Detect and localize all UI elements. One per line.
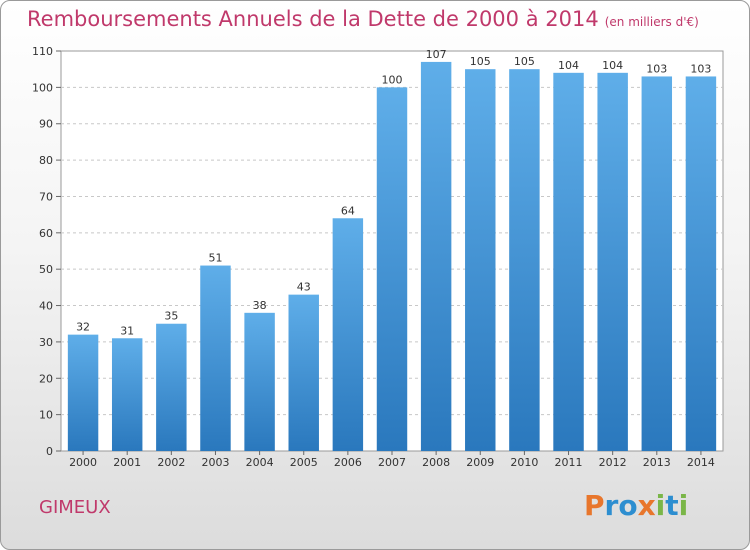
y-tick-label: 30 bbox=[39, 336, 53, 349]
bar bbox=[200, 265, 231, 451]
chart-subtitle: (en milliers d'€) bbox=[604, 15, 699, 29]
bar-value-label: 105 bbox=[470, 55, 491, 68]
bars: 32 31 35 51 38 43 64 100 107 105 105 104 104 103 103 bbox=[67, 48, 717, 452]
x-tick-label: 2012 bbox=[599, 456, 627, 469]
x-tick-label: 2014 bbox=[687, 456, 715, 469]
bar-value-label: 31 bbox=[120, 324, 134, 337]
y-tick-label: 80 bbox=[39, 154, 53, 167]
x-tick-label: 2013 bbox=[643, 456, 671, 469]
y-axis: 0 10 20 30 40 50 60 70 80 90 100 110 bbox=[32, 45, 61, 458]
x-tick-label: 2009 bbox=[466, 456, 494, 469]
bar-value-label: 104 bbox=[602, 59, 623, 72]
bar-value-label: 38 bbox=[253, 299, 267, 312]
x-tick-label: 2008 bbox=[422, 456, 450, 469]
x-tick-label: 2002 bbox=[157, 456, 185, 469]
bar bbox=[465, 69, 496, 451]
logo-letter: r bbox=[604, 489, 619, 522]
title-text: Remboursements Annuels de la Dette de 20… bbox=[27, 7, 599, 31]
bar-value-label: 100 bbox=[382, 73, 403, 86]
bar bbox=[597, 72, 628, 452]
logo-letter: o bbox=[618, 489, 638, 522]
bar bbox=[685, 76, 717, 452]
y-tick-label: 40 bbox=[39, 300, 53, 313]
bar-value-label: 64 bbox=[341, 204, 355, 217]
x-tick-label: 2006 bbox=[334, 456, 362, 469]
y-tick-label: 0 bbox=[46, 445, 53, 458]
bar-value-label: 32 bbox=[76, 321, 90, 334]
bar bbox=[376, 87, 408, 451]
y-tick-label: 70 bbox=[39, 190, 53, 203]
y-tick-label: 10 bbox=[39, 409, 53, 422]
y-tick-label: 110 bbox=[32, 45, 53, 58]
x-tick-label: 2011 bbox=[555, 456, 583, 469]
bar bbox=[641, 76, 673, 452]
bar bbox=[420, 61, 452, 452]
x-tick-label: 2004 bbox=[246, 456, 274, 469]
logo-letter: P bbox=[584, 489, 605, 522]
bar-value-label: 43 bbox=[297, 281, 311, 294]
logo-letter: t bbox=[665, 489, 679, 522]
x-tick-label: 2001 bbox=[113, 456, 141, 469]
bar bbox=[111, 338, 143, 451]
x-tick-label: 2010 bbox=[510, 456, 538, 469]
y-tick-label: 50 bbox=[39, 263, 53, 276]
logo-letter: i bbox=[678, 489, 689, 522]
bar-value-label: 103 bbox=[646, 62, 667, 75]
x-tick-label: 2007 bbox=[378, 456, 406, 469]
x-axis: 2000 2001 2002 2003 2004 2005 2006 2007 2008 2009… bbox=[69, 451, 715, 469]
x-tick-label: 2005 bbox=[290, 456, 318, 469]
x-tick-label: 2000 bbox=[69, 456, 97, 469]
chart-title: Remboursements Annuels de la Dette de 20… bbox=[27, 7, 699, 31]
bar bbox=[67, 334, 99, 451]
bar bbox=[332, 218, 364, 451]
x-tick-label: 2003 bbox=[201, 456, 229, 469]
bar-value-label: 51 bbox=[208, 252, 222, 265]
bar bbox=[553, 72, 584, 452]
bar bbox=[244, 312, 275, 451]
logo-letter: i bbox=[655, 489, 666, 522]
bar-value-label: 105 bbox=[514, 55, 535, 68]
bar bbox=[509, 69, 540, 451]
y-tick-label: 60 bbox=[39, 227, 53, 240]
y-tick-label: 90 bbox=[39, 118, 53, 131]
bar-value-label: 103 bbox=[690, 62, 711, 75]
bar bbox=[156, 323, 187, 451]
bar bbox=[288, 294, 319, 451]
place-name: GIMEUX bbox=[39, 497, 111, 518]
logo-letter: x bbox=[637, 489, 656, 522]
y-tick-label: 100 bbox=[32, 81, 53, 94]
bar-value-label: 107 bbox=[426, 48, 447, 61]
bar-value-label: 35 bbox=[164, 310, 178, 323]
bar-value-label: 104 bbox=[558, 59, 579, 72]
proxiti-logo: Proxiti bbox=[584, 489, 688, 522]
y-tick-label: 20 bbox=[39, 372, 53, 385]
